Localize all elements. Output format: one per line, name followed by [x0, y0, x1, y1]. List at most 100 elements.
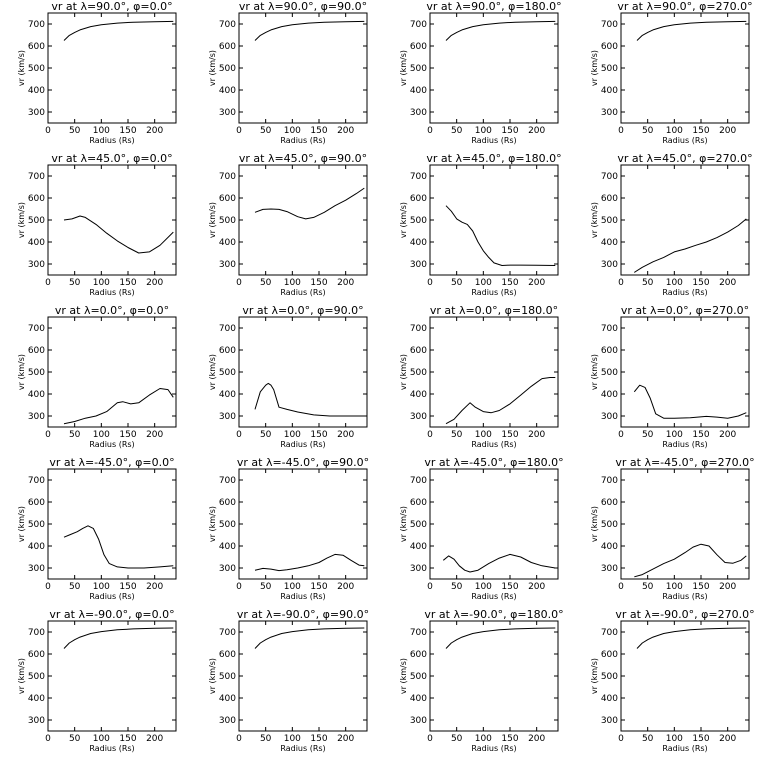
- x-tick-label: 100: [284, 430, 301, 440]
- subplot-17: vr at λ=-90.0°, φ=0.0° 0 50 100 150 200 300 400…: [17, 608, 177, 753]
- subplot-5: vr at λ=45.0°, φ=0.0° 0 50 100 150 200 300 400 5…: [17, 152, 177, 297]
- y-axis-label: vr (km/s): [208, 658, 217, 694]
- y-tick-label: 600: [410, 650, 427, 660]
- x-tick-label: 50: [451, 582, 463, 592]
- y-tick-label: 600: [219, 194, 236, 204]
- subplot-title: vr at λ=90.0°, φ=0.0°: [51, 0, 172, 13]
- x-tick-label: 150: [692, 126, 709, 136]
- series-line: [445, 205, 556, 266]
- y-tick-label: 400: [28, 542, 45, 552]
- subplot-14: vr at λ=-45.0°, φ=90.0° 0 50 100 150 200 300 40…: [208, 456, 369, 601]
- subplot-title: vr at λ=-45.0°, φ=180.0°: [424, 456, 563, 469]
- x-tick-label: 50: [260, 582, 272, 592]
- y-tick-label: 600: [28, 42, 45, 52]
- x-tick-label: 0: [236, 278, 242, 288]
- y-tick-label: 500: [219, 368, 236, 378]
- x-tick-label: 200: [337, 430, 354, 440]
- x-tick-label: 50: [260, 126, 272, 136]
- x-tick-label: 100: [666, 278, 683, 288]
- y-tick-label: 400: [219, 694, 236, 704]
- y-tick-label: 700: [219, 476, 236, 486]
- x-tick-label: 0: [427, 734, 433, 744]
- subplot-19: vr at λ=-90.0°, φ=180.0° 0 50 100 150 200 300 4…: [399, 608, 564, 753]
- subplot-1: vr at λ=90.0°, φ=0.0° 0 50 100 150 200 300 400 5…: [17, 0, 177, 145]
- x-tick-label: 150: [692, 430, 709, 440]
- y-tick-label: 700: [28, 324, 45, 334]
- x-tick-label: 150: [501, 582, 518, 592]
- y-tick-label: 500: [219, 520, 236, 530]
- y-tick-label: 400: [28, 86, 45, 96]
- x-tick-label: 0: [45, 278, 51, 288]
- y-axis-label: vr (km/s): [208, 202, 217, 238]
- series-line: [634, 218, 747, 273]
- x-tick-label: 100: [666, 126, 683, 136]
- x-axis-label: Radius (Rs): [471, 288, 516, 297]
- x-tick-label: 50: [642, 126, 654, 136]
- subplot-20: vr at λ=-90.0°, φ=270.0° 0 50 100 150 200 300 4…: [590, 608, 755, 753]
- y-tick-label: 300: [219, 260, 236, 270]
- y-tick-label: 300: [219, 716, 236, 726]
- series-line: [633, 384, 747, 419]
- x-tick-label: 50: [260, 278, 272, 288]
- subplot-title: vr at λ=45.0°, φ=270.0°: [617, 152, 752, 165]
- y-axis-label: vr (km/s): [590, 50, 599, 86]
- x-tick-label: 150: [310, 430, 327, 440]
- x-tick-label: 150: [501, 430, 518, 440]
- y-tick-label: 700: [410, 324, 427, 334]
- y-tick-label: 500: [28, 368, 45, 378]
- x-tick-label: 100: [284, 734, 301, 744]
- y-tick-label: 500: [410, 64, 427, 74]
- y-tick-label: 300: [28, 564, 45, 574]
- subplot-title: vr at λ=90.0°, φ=270.0°: [617, 0, 752, 13]
- x-tick-label: 0: [618, 126, 624, 136]
- x-tick-label: 100: [666, 430, 683, 440]
- subplot-title: vr at λ=90.0°, φ=90.0°: [239, 0, 367, 13]
- y-tick-label: 600: [601, 42, 618, 52]
- y-tick-label: 300: [410, 564, 427, 574]
- y-axis-label: vr (km/s): [17, 658, 26, 694]
- x-tick-label: 0: [618, 278, 624, 288]
- y-axis-label: vr (km/s): [399, 506, 408, 542]
- plot-frame: [429, 12, 559, 124]
- series-line: [63, 20, 174, 41]
- y-tick-label: 300: [219, 412, 236, 422]
- x-tick-label: 50: [451, 734, 463, 744]
- x-tick-label: 150: [119, 126, 136, 136]
- y-tick-label: 700: [410, 628, 427, 638]
- series-line: [254, 187, 365, 220]
- y-tick-label: 400: [410, 238, 427, 248]
- x-tick-label: 0: [236, 430, 242, 440]
- x-tick-label: 150: [119, 582, 136, 592]
- y-tick-label: 700: [28, 476, 45, 486]
- x-tick-label: 200: [337, 734, 354, 744]
- y-tick-label: 500: [219, 64, 236, 74]
- x-tick-label: 200: [146, 582, 163, 592]
- y-tick-label: 600: [28, 498, 45, 508]
- subplot-18: vr at λ=-90.0°, φ=90.0° 0 50 100 150 200 300 40…: [208, 608, 369, 753]
- y-tick-label: 500: [28, 216, 45, 226]
- x-tick-label: 150: [310, 126, 327, 136]
- x-tick-label: 100: [93, 430, 110, 440]
- y-tick-label: 700: [219, 20, 236, 30]
- x-axis-label: Radius (Rs): [280, 136, 325, 145]
- subplot-13: vr at λ=-45.0°, φ=0.0° 0 50 100 150 200 300 400…: [17, 456, 177, 601]
- y-tick-label: 500: [219, 216, 236, 226]
- plot-frame: [47, 12, 177, 124]
- y-tick-label: 700: [28, 20, 45, 30]
- x-tick-label: 150: [119, 278, 136, 288]
- x-tick-label: 200: [337, 278, 354, 288]
- plot-frame: [429, 164, 559, 276]
- y-axis-label: vr (km/s): [399, 354, 408, 390]
- x-tick-label: 150: [692, 278, 709, 288]
- subplot-title: vr at λ=-45.0°, φ=90.0°: [237, 456, 369, 469]
- y-axis-label: vr (km/s): [208, 354, 217, 390]
- subplot-7: vr at λ=45.0°, φ=180.0° 0 50 100 150 200 300 40…: [399, 152, 562, 297]
- series-line: [254, 382, 365, 417]
- plot-frame: [238, 316, 368, 428]
- x-tick-label: 100: [284, 126, 301, 136]
- x-tick-label: 150: [119, 734, 136, 744]
- y-tick-label: 300: [410, 108, 427, 118]
- y-tick-label: 700: [410, 172, 427, 182]
- x-axis-label: Radius (Rs): [280, 288, 325, 297]
- x-tick-label: 0: [618, 582, 624, 592]
